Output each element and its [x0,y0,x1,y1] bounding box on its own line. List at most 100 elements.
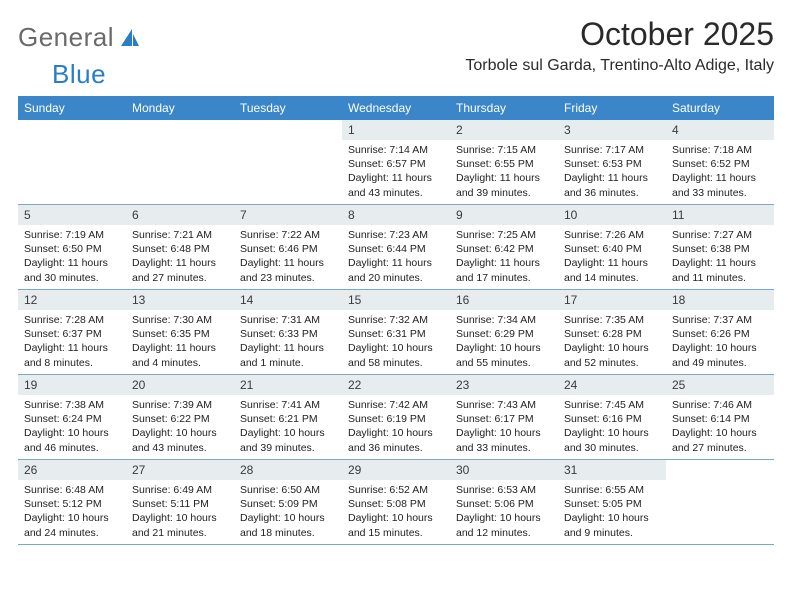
month-title: October 2025 [465,16,774,53]
day-number: 1 [342,120,450,140]
weekday-header-row: Sunday Monday Tuesday Wednesday Thursday… [18,96,774,120]
day-number: 22 [342,375,450,395]
brand-sail-icon [118,26,142,50]
day-details: Sunrise: 6:50 AMSunset: 5:09 PMDaylight:… [234,480,342,544]
day-cell: 7Sunrise: 7:22 AMSunset: 6:46 PMDaylight… [234,205,342,289]
weekday-thursday: Thursday [450,96,558,120]
day-details: Sunrise: 7:41 AMSunset: 6:21 PMDaylight:… [234,395,342,459]
day-cell: 23Sunrise: 7:43 AMSunset: 6:17 PMDayligh… [450,375,558,459]
day-details: Sunrise: 7:26 AMSunset: 6:40 PMDaylight:… [558,225,666,289]
day-cell: 30Sunrise: 6:53 AMSunset: 5:06 PMDayligh… [450,460,558,544]
day-details: Sunrise: 6:55 AMSunset: 5:05 PMDaylight:… [558,480,666,544]
weekday-monday: Monday [126,96,234,120]
brand-logo: General [18,22,146,53]
day-details: Sunrise: 7:19 AMSunset: 6:50 PMDaylight:… [18,225,126,289]
day-cell: 3Sunrise: 7:17 AMSunset: 6:53 PMDaylight… [558,120,666,204]
day-number: 16 [450,290,558,310]
day-cell: 28Sunrise: 6:50 AMSunset: 5:09 PMDayligh… [234,460,342,544]
day-number: 20 [126,375,234,395]
day-number: 27 [126,460,234,480]
day-details: Sunrise: 7:21 AMSunset: 6:48 PMDaylight:… [126,225,234,289]
day-cell: 13Sunrise: 7:30 AMSunset: 6:35 PMDayligh… [126,290,234,374]
day-cell: 2Sunrise: 7:15 AMSunset: 6:55 PMDaylight… [450,120,558,204]
week-row: 1Sunrise: 7:14 AMSunset: 6:57 PMDaylight… [18,120,774,205]
day-cell [234,120,342,204]
day-number: 26 [18,460,126,480]
day-cell: 20Sunrise: 7:39 AMSunset: 6:22 PMDayligh… [126,375,234,459]
day-number: 12 [18,290,126,310]
day-number: 4 [666,120,774,140]
brand-text-general: General [18,22,114,53]
day-number: 31 [558,460,666,480]
day-number [666,460,774,466]
day-number [18,120,126,126]
weekday-tuesday: Tuesday [234,96,342,120]
day-number: 13 [126,290,234,310]
day-cell [126,120,234,204]
calendar-page: General October 2025 Torbole sul Garda, … [0,0,792,612]
day-cell: 6Sunrise: 7:21 AMSunset: 6:48 PMDaylight… [126,205,234,289]
day-details: Sunrise: 7:23 AMSunset: 6:44 PMDaylight:… [342,225,450,289]
day-cell: 1Sunrise: 7:14 AMSunset: 6:57 PMDaylight… [342,120,450,204]
week-row: 19Sunrise: 7:38 AMSunset: 6:24 PMDayligh… [18,375,774,460]
weekday-sunday: Sunday [18,96,126,120]
weekday-saturday: Saturday [666,96,774,120]
week-row: 12Sunrise: 7:28 AMSunset: 6:37 PMDayligh… [18,290,774,375]
day-cell: 8Sunrise: 7:23 AMSunset: 6:44 PMDaylight… [342,205,450,289]
day-number: 23 [450,375,558,395]
day-details: Sunrise: 7:45 AMSunset: 6:16 PMDaylight:… [558,395,666,459]
day-number: 24 [558,375,666,395]
day-number: 19 [18,375,126,395]
day-number: 15 [342,290,450,310]
day-cell: 10Sunrise: 7:26 AMSunset: 6:40 PMDayligh… [558,205,666,289]
day-cell: 11Sunrise: 7:27 AMSunset: 6:38 PMDayligh… [666,205,774,289]
day-number: 7 [234,205,342,225]
brand-text-blue: Blue [52,59,106,90]
day-details: Sunrise: 6:48 AMSunset: 5:12 PMDaylight:… [18,480,126,544]
day-cell: 14Sunrise: 7:31 AMSunset: 6:33 PMDayligh… [234,290,342,374]
day-cell: 24Sunrise: 7:45 AMSunset: 6:16 PMDayligh… [558,375,666,459]
day-cell [666,460,774,544]
day-cell: 12Sunrise: 7:28 AMSunset: 6:37 PMDayligh… [18,290,126,374]
day-number: 14 [234,290,342,310]
day-number: 6 [126,205,234,225]
day-cell: 21Sunrise: 7:41 AMSunset: 6:21 PMDayligh… [234,375,342,459]
day-details: Sunrise: 7:46 AMSunset: 6:14 PMDaylight:… [666,395,774,459]
day-number: 25 [666,375,774,395]
day-cell: 31Sunrise: 6:55 AMSunset: 5:05 PMDayligh… [558,460,666,544]
day-details: Sunrise: 7:43 AMSunset: 6:17 PMDaylight:… [450,395,558,459]
day-number: 30 [450,460,558,480]
day-details: Sunrise: 7:38 AMSunset: 6:24 PMDaylight:… [18,395,126,459]
day-details: Sunrise: 7:14 AMSunset: 6:57 PMDaylight:… [342,140,450,204]
day-number: 10 [558,205,666,225]
day-cell: 17Sunrise: 7:35 AMSunset: 6:28 PMDayligh… [558,290,666,374]
day-details: Sunrise: 7:17 AMSunset: 6:53 PMDaylight:… [558,140,666,204]
day-details: Sunrise: 7:32 AMSunset: 6:31 PMDaylight:… [342,310,450,374]
title-block: October 2025 Torbole sul Garda, Trentino… [465,14,774,77]
calendar: Sunday Monday Tuesday Wednesday Thursday… [18,96,774,545]
location: Torbole sul Garda, Trentino-Alto Adige, … [465,57,774,75]
day-cell: 25Sunrise: 7:46 AMSunset: 6:14 PMDayligh… [666,375,774,459]
day-number: 17 [558,290,666,310]
day-details: Sunrise: 7:37 AMSunset: 6:26 PMDaylight:… [666,310,774,374]
day-cell: 4Sunrise: 7:18 AMSunset: 6:52 PMDaylight… [666,120,774,204]
day-number: 5 [18,205,126,225]
weeks-container: 1Sunrise: 7:14 AMSunset: 6:57 PMDaylight… [18,120,774,545]
day-cell: 18Sunrise: 7:37 AMSunset: 6:26 PMDayligh… [666,290,774,374]
weekday-wednesday: Wednesday [342,96,450,120]
day-cell: 29Sunrise: 6:52 AMSunset: 5:08 PMDayligh… [342,460,450,544]
day-cell: 15Sunrise: 7:32 AMSunset: 6:31 PMDayligh… [342,290,450,374]
day-cell: 19Sunrise: 7:38 AMSunset: 6:24 PMDayligh… [18,375,126,459]
day-details: Sunrise: 7:34 AMSunset: 6:29 PMDaylight:… [450,310,558,374]
week-row: 5Sunrise: 7:19 AMSunset: 6:50 PMDaylight… [18,205,774,290]
day-number: 9 [450,205,558,225]
day-details: Sunrise: 7:25 AMSunset: 6:42 PMDaylight:… [450,225,558,289]
day-number: 11 [666,205,774,225]
day-cell: 16Sunrise: 7:34 AMSunset: 6:29 PMDayligh… [450,290,558,374]
day-cell: 26Sunrise: 6:48 AMSunset: 5:12 PMDayligh… [18,460,126,544]
day-details: Sunrise: 7:35 AMSunset: 6:28 PMDaylight:… [558,310,666,374]
day-cell: 5Sunrise: 7:19 AMSunset: 6:50 PMDaylight… [18,205,126,289]
day-details: Sunrise: 7:42 AMSunset: 6:19 PMDaylight:… [342,395,450,459]
day-details: Sunrise: 6:52 AMSunset: 5:08 PMDaylight:… [342,480,450,544]
day-number [126,120,234,126]
